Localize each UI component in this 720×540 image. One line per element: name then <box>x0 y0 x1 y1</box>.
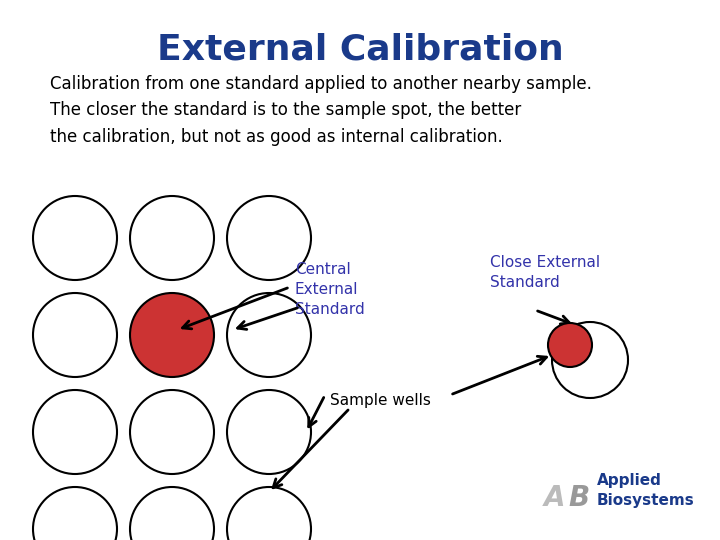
Circle shape <box>130 390 214 474</box>
Text: External Calibration: External Calibration <box>157 32 563 66</box>
Circle shape <box>130 196 214 280</box>
Text: B: B <box>569 484 590 512</box>
Circle shape <box>227 196 311 280</box>
Text: Central
External
Standard: Central External Standard <box>295 262 365 316</box>
Circle shape <box>130 293 214 377</box>
Circle shape <box>130 487 214 540</box>
Circle shape <box>33 390 117 474</box>
Circle shape <box>33 196 117 280</box>
Circle shape <box>552 322 628 398</box>
Circle shape <box>227 390 311 474</box>
Text: Calibration from one standard applied to another nearby sample.
The closer the s: Calibration from one standard applied to… <box>50 75 592 146</box>
Text: Biosystems: Biosystems <box>597 493 695 508</box>
Circle shape <box>227 293 311 377</box>
Text: Close External
Standard: Close External Standard <box>490 255 600 290</box>
Circle shape <box>227 487 311 540</box>
Text: A: A <box>544 484 565 512</box>
Circle shape <box>548 323 592 367</box>
Circle shape <box>33 487 117 540</box>
Circle shape <box>33 293 117 377</box>
Text: Applied: Applied <box>597 473 662 488</box>
Text: Sample wells: Sample wells <box>330 393 431 408</box>
